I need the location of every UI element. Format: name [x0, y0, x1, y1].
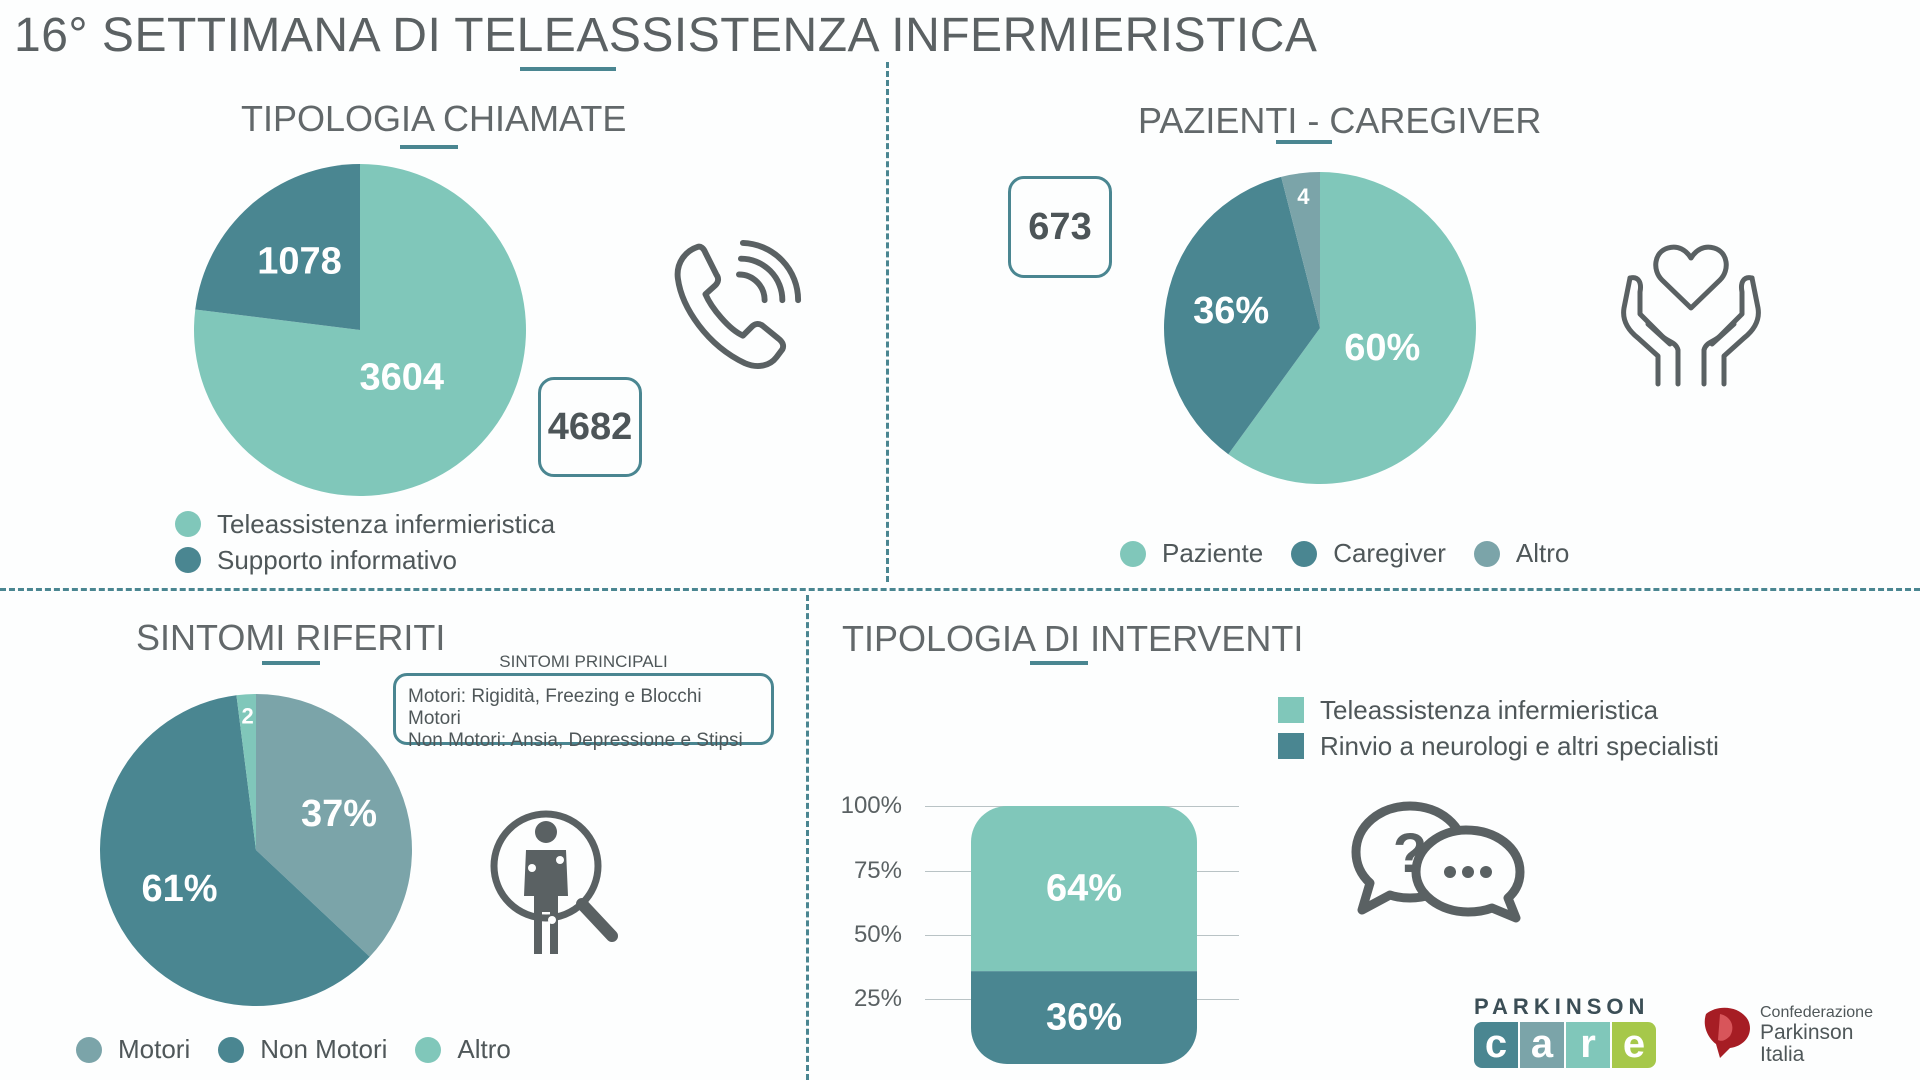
legend-label: Altro — [457, 1034, 511, 1064]
title-underline — [520, 67, 616, 71]
bar-data-label: 36% — [1046, 997, 1122, 1039]
care-letter: e — [1612, 1022, 1656, 1068]
pie-data-label: 36% — [1193, 290, 1269, 332]
divider-vertical-bottom — [806, 595, 809, 1080]
divider-horizontal — [0, 588, 1920, 591]
legend-swatch — [175, 547, 201, 573]
care-letter: r — [1566, 1022, 1610, 1068]
legend-swatch — [1278, 697, 1304, 723]
y-tick-label: 50% — [853, 921, 902, 948]
legend-swatch — [76, 1036, 102, 1063]
legend-label: Caregiver — [1333, 538, 1446, 568]
logo-line: Parkinson — [1760, 1021, 1854, 1044]
legend-label: Altro — [1515, 538, 1570, 568]
care-letter: a — [1520, 1022, 1564, 1068]
legend-tipologia-interventi: Teleassistenza infermieristica Rinvio a … — [1278, 692, 1719, 764]
pie-chart-pazienti-caregiver: 60% 36% 4 — [1164, 172, 1476, 484]
total-calls-callout: 4682 — [538, 377, 642, 477]
page-title: 16° SETTIMANA DI TELEASSISTENZA INFERMIE… — [14, 9, 1318, 62]
sintomi-box-line: Non Motori: Ansia, Depressione e Stipsi — [408, 730, 743, 751]
legend-swatch — [175, 511, 201, 537]
section-underline — [1030, 661, 1088, 665]
question-chat-icon: ? — [1351, 801, 1525, 923]
stacked-bar-chart-interventi: 36% 64% — [971, 806, 1197, 1064]
legend-label: Teleassistenza infermieristica — [217, 508, 556, 539]
pie-data-label: 61% — [142, 868, 218, 910]
legend-swatch — [1120, 540, 1146, 567]
legend-swatch — [218, 1036, 245, 1063]
legend-item: Teleassistenza infermieristica — [175, 506, 555, 542]
section-underline — [400, 145, 458, 149]
section-title-sintomi-riferiti: SINTOMI RIFERITI — [136, 617, 446, 658]
legend-tipologia-chiamate: Teleassistenza infermieristica Supporto … — [175, 506, 555, 578]
hands-heart-icon — [1621, 244, 1761, 387]
bar-segment-teleassistenza — [971, 806, 1197, 972]
divider-vertical-top — [886, 62, 889, 582]
legend-item: Rinvio a neurologi e altri specialisti — [1278, 728, 1719, 764]
pie-data-label: 2 — [241, 704, 253, 729]
care-letter: c — [1474, 1022, 1518, 1068]
y-tick-label: 100% — [840, 792, 902, 819]
legend-label: Teleassistenza infermieristica — [1320, 694, 1659, 725]
section-underline — [1276, 140, 1332, 144]
sintomi-box-title: SINTOMI PRINCIPALI — [499, 652, 668, 671]
pie-slice-altro — [236, 694, 256, 850]
legend-item: Altro — [1473, 538, 1570, 569]
confederazione-parkinson-logo-text: Confederazione Parkinson Italia — [1760, 1004, 1873, 1066]
legend-label: Rinvio a neurologi e altri specialisti — [1320, 730, 1719, 761]
section-title-tipologia-interventi: TIPOLOGIA DI INTERVENTI — [842, 618, 1304, 659]
legend-item: Supporto informativo — [175, 542, 555, 578]
legend-item: Paziente — [1120, 538, 1263, 569]
bar-segment-rinvio — [971, 971, 1197, 1064]
logo-line: Italia — [1760, 1043, 1805, 1066]
legend-label: Non Motori — [260, 1034, 388, 1064]
pie-data-label: 1078 — [257, 241, 342, 283]
legend-item: Non Motori — [218, 1034, 387, 1065]
pie-slice-motori — [256, 694, 412, 957]
sintomi-principali-box: Motori: Rigidità, Freezing e Blocchi Mot… — [393, 673, 774, 751]
section-underline — [262, 661, 320, 665]
pie-data-label: 37% — [301, 793, 377, 835]
y-tick-label: 25% — [853, 985, 902, 1012]
parkinson-care-logo: c a r e — [1474, 1022, 1658, 1068]
pie-data-label: 3604 — [359, 356, 444, 398]
pie-slice-non-motori — [99, 695, 370, 1006]
y-tick-label: 75% — [853, 857, 902, 884]
pie-data-label: 60% — [1344, 327, 1420, 369]
pie-chart-sintomi-riferiti: 37% 61% 2 — [99, 694, 412, 1006]
legend-swatch — [1278, 733, 1304, 759]
legend-pazienti-caregiver: Paziente Caregiver Altro — [1120, 538, 1597, 569]
parkinson-care-logo-text: PARKINSON — [1474, 994, 1650, 1019]
pie-data-label: 4 — [1297, 184, 1310, 209]
logo-line: Confederazione — [1760, 1004, 1873, 1021]
pie-slice-altro — [1281, 172, 1320, 328]
section-title-pazienti-caregiver: PAZIENTI - CAREGIVER — [1138, 100, 1542, 141]
sintomi-box-line: Motori: Rigidità, Freezing e Blocchi Mot… — [408, 686, 702, 729]
legend-item: Teleassistenza infermieristica — [1278, 692, 1719, 728]
legend-swatch — [415, 1036, 442, 1063]
person-magnifier-icon — [490, 810, 618, 954]
legend-label: Paziente — [1162, 538, 1264, 568]
legend-item: Caregiver — [1291, 538, 1446, 569]
legend-swatch — [1291, 540, 1318, 567]
bar-data-label: 64% — [1046, 868, 1122, 910]
confederazione-parkinson-logo-mark — [1704, 1007, 1750, 1058]
pie-slice-supporto-informativo — [195, 164, 360, 330]
pazienti-callout: 673 — [1008, 176, 1112, 278]
phone-ringing-icon — [674, 239, 802, 369]
pie-slice-paziente — [1228, 172, 1476, 484]
section-title-tipologia-chiamate: TIPOLOGIA CHIAMATE — [241, 98, 627, 139]
legend-label: Motori — [118, 1034, 191, 1064]
legend-swatch — [1473, 540, 1500, 567]
pie-chart-tipologia-chiamate: 3604 1078 — [194, 164, 526, 496]
legend-item: Motori — [76, 1034, 190, 1065]
pie-slice-caregiver — [1164, 176, 1320, 455]
legend-sintomi-riferiti: Motori Non Motori Altro — [76, 1034, 539, 1065]
legend-label: Supporto informativo — [217, 544, 457, 575]
legend-item: Altro — [415, 1034, 511, 1065]
